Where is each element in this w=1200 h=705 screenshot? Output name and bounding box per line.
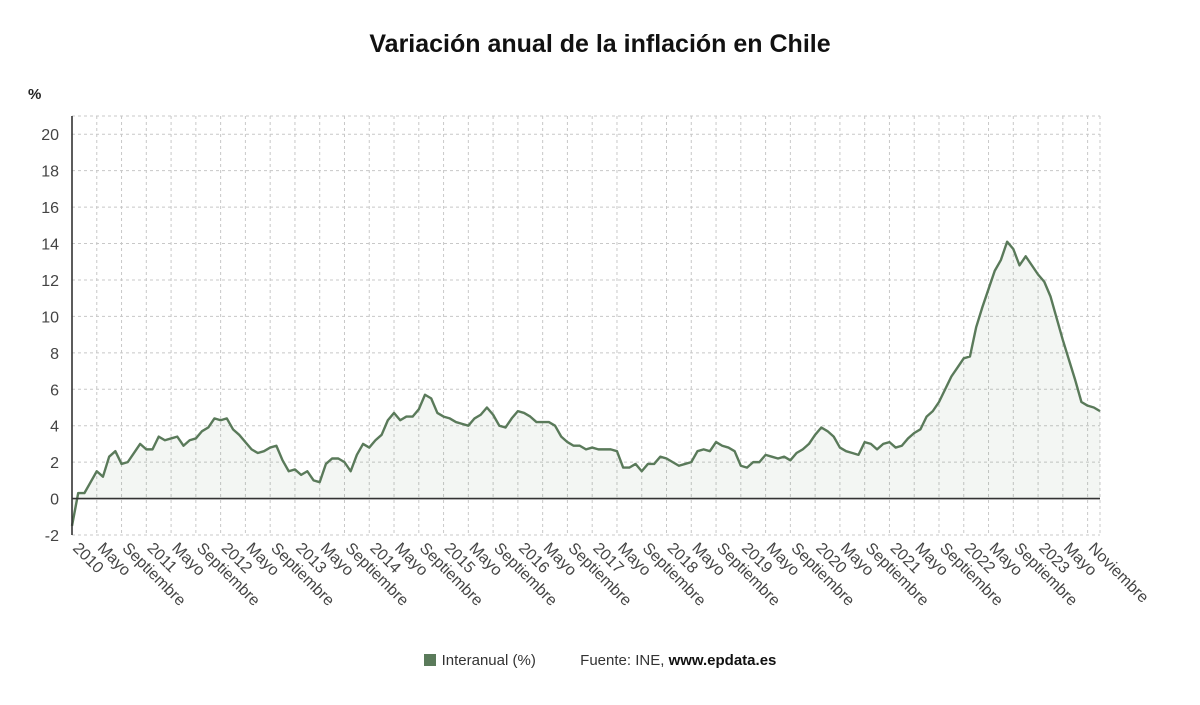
series-area-fill [72,241,1100,526]
x-axis-ticks: 2010MayoSeptiembre2011MayoSeptiembre2012… [69,540,1151,610]
y-tick-label: 8 [50,346,59,363]
y-tick-label: -2 [45,528,59,545]
source-label: Fuente: INE, [580,652,665,669]
y-tick-label: 4 [50,419,59,436]
area-layer [70,240,1101,527]
series-line [70,240,1101,527]
line-chart: -2 0 2 4 6 8 10 12 14 16 18 20 2010MayoSeptiembre20… [41,115,1152,610]
x-tick-label: Noviembre [1085,540,1152,607]
y-tick-label: 16 [41,200,59,217]
y-axis-ticks: -2 0 2 4 6 8 10 12 14 16 18 20 [41,127,59,545]
y-tick-label: 2 [50,455,59,472]
y-tick-label: 20 [41,127,59,144]
y-tick-label: 12 [41,273,59,290]
y-tick-label: 14 [41,237,59,254]
y-tick-label: 0 [50,492,59,509]
source-site: www.epdata.es [668,652,777,669]
y-tick-label: 6 [50,382,59,399]
chart-footer: Interanual (%) Fuente: INE, www.epdata.e… [0,652,1200,669]
y-tick-label: 18 [41,164,59,181]
axes [71,116,1100,535]
legend-swatch [423,654,436,666]
chart-title: Variación anual de la inflación en Chile [369,30,831,58]
legend-label: Interanual (%) [441,652,536,669]
y-axis-unit: % [28,86,42,103]
y-tick-label: 10 [41,309,59,326]
